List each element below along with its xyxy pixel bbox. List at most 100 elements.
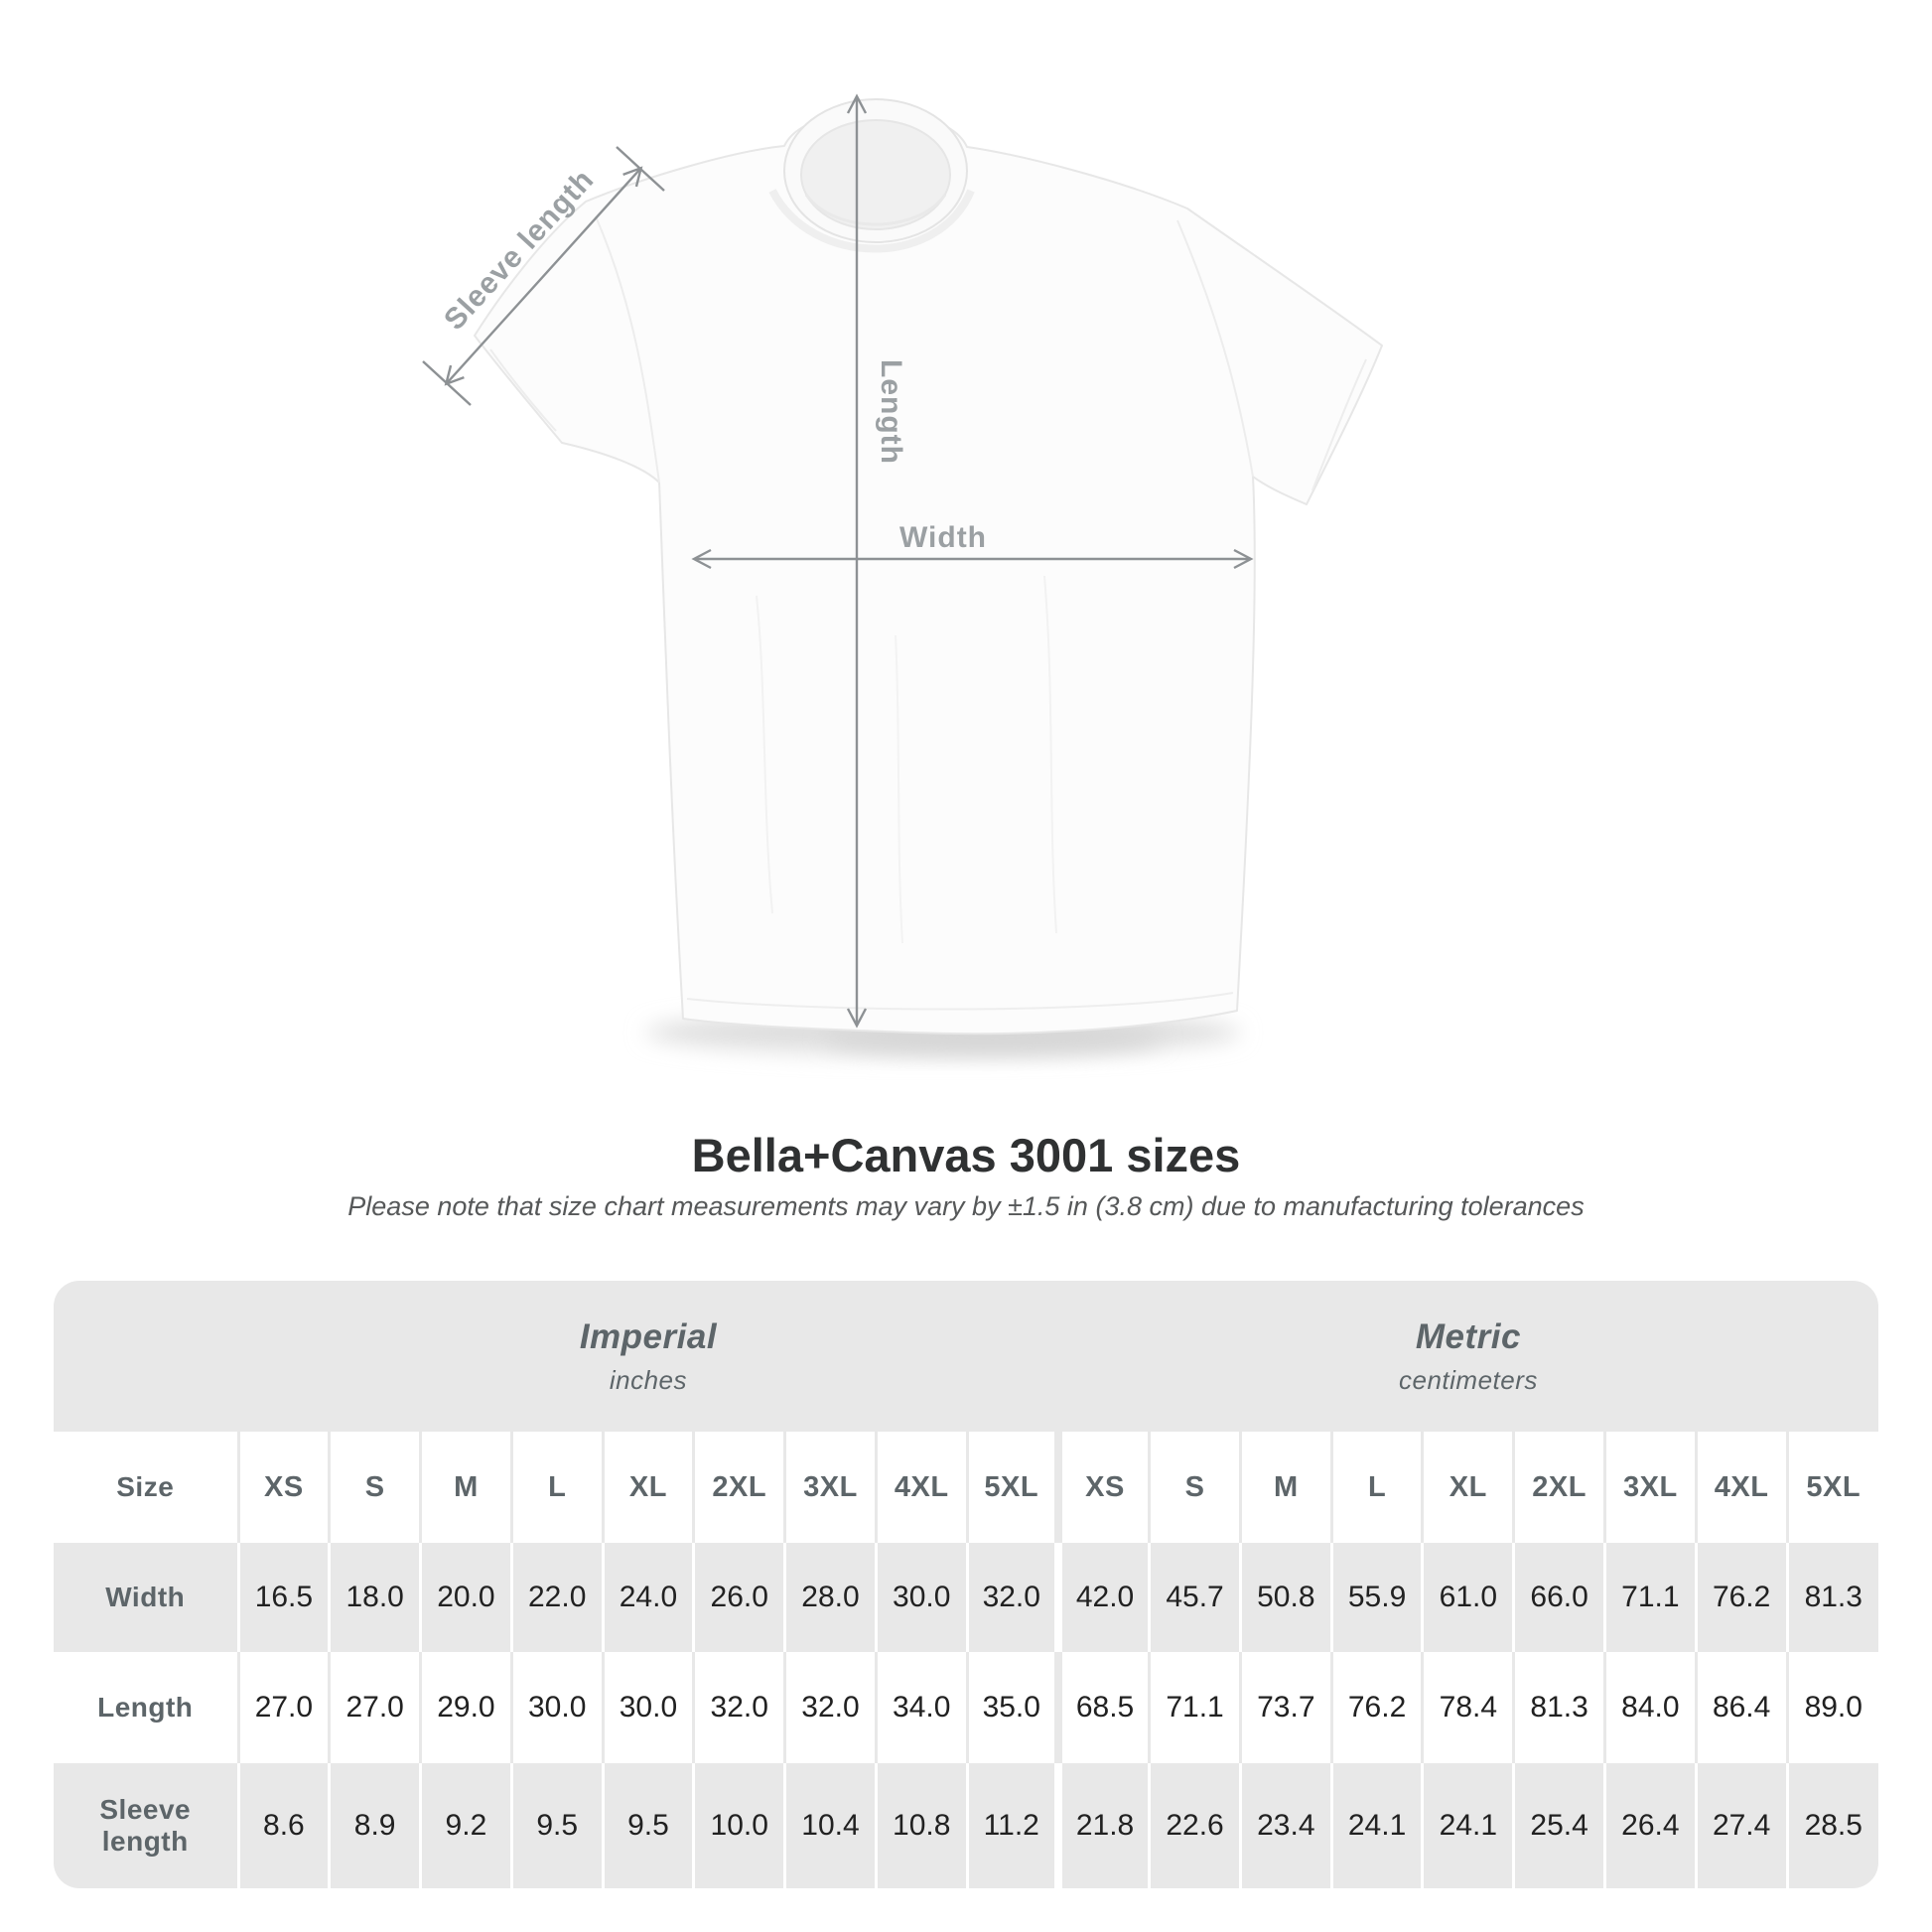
- size-header-imperial-m: M: [419, 1432, 512, 1543]
- value-sleeve-length-imperial-4xl: 10.8: [874, 1763, 968, 1888]
- value-width-metric-5xl: 81.3: [1785, 1543, 1878, 1652]
- measurement-row-sleeve-length: Sleeve length 8.6 8.9 9.2 9.5 9.5 10.0 10.4 10.8…: [54, 1763, 1878, 1888]
- value-width-imperial-3xl: 28.0: [783, 1543, 877, 1652]
- value-length-metric-xs: 68.5: [1053, 1652, 1150, 1763]
- value-sleeve-length-metric-2xl: 25.4: [1512, 1763, 1605, 1888]
- value-sleeve-length-metric-3xl: 26.4: [1602, 1763, 1697, 1888]
- width-annotation: Width: [691, 521, 1254, 570]
- measurement-row-width: Width 16.5 18.0 20.0 22.0 24.0 26.0 28.0 30.0 32.…: [54, 1543, 1878, 1652]
- value-length-imperial-s: 27.0: [328, 1652, 421, 1763]
- value-width-imperial-xl: 24.0: [601, 1543, 694, 1652]
- value-sleeve-length-metric-s: 22.6: [1148, 1763, 1241, 1888]
- value-width-metric-xs: 42.0: [1053, 1543, 1150, 1652]
- value-sleeve-length-imperial-5xl: 11.2: [965, 1763, 1058, 1888]
- value-sleeve-length-imperial-xl: 9.5: [601, 1763, 694, 1888]
- size-header-imperial-4xl: 4XL: [874, 1432, 968, 1543]
- unit-group-spacer: [54, 1281, 238, 1432]
- unit-group-row: Imperial inches Metric centimeters: [54, 1281, 1878, 1432]
- page-title: Bella+Canvas 3001 sizes: [691, 1129, 1241, 1181]
- value-width-imperial-4xl: 30.0: [874, 1543, 968, 1652]
- row-label-sleeve-length: Sleeve length: [54, 1763, 238, 1888]
- imperial-label: Imperial: [579, 1316, 718, 1356]
- sleeve-length-tick-top: [616, 146, 665, 192]
- value-width-metric-m: 50.8: [1238, 1543, 1332, 1652]
- value-width-imperial-m: 20.0: [419, 1543, 512, 1652]
- value-sleeve-length-metric-xs: 21.8: [1053, 1763, 1150, 1888]
- width-label: Width: [899, 521, 987, 554]
- value-sleeve-length-imperial-2xl: 10.0: [692, 1763, 785, 1888]
- value-sleeve-length-metric-5xl: 28.5: [1785, 1763, 1878, 1888]
- value-sleeve-length-imperial-s: 8.9: [328, 1763, 421, 1888]
- size-header-imperial-l: L: [509, 1432, 604, 1543]
- value-length-imperial-xl: 30.0: [601, 1652, 694, 1763]
- size-header-metric-2xl: 2XL: [1512, 1432, 1605, 1543]
- value-width-imperial-l: 22.0: [509, 1543, 604, 1652]
- value-length-imperial-2xl: 32.0: [692, 1652, 785, 1763]
- size-header-row: Size XS S M L XL 2XL 3XL 4XL 5XL XS S M L XL 2XL 3XL 4XL…: [54, 1432, 1878, 1543]
- sleeve-length-arrow: [444, 166, 643, 386]
- value-length-imperial-xs: 27.0: [236, 1652, 330, 1763]
- imperial-group-header: Imperial inches: [238, 1281, 1058, 1432]
- measurement-row-length: Length 27.0 27.0 29.0 30.0 30.0 32.0 32.0 34.0 35…: [54, 1652, 1878, 1763]
- size-header-metric-4xl: 4XL: [1694, 1432, 1788, 1543]
- value-length-metric-xl: 78.4: [1421, 1652, 1514, 1763]
- metric-label: Metric: [1415, 1316, 1521, 1356]
- row-label-width: Width: [54, 1543, 238, 1652]
- value-width-metric-xl: 61.0: [1421, 1543, 1514, 1652]
- value-width-metric-4xl: 76.2: [1694, 1543, 1788, 1652]
- value-length-imperial-l: 30.0: [509, 1652, 604, 1763]
- value-length-metric-4xl: 86.4: [1694, 1652, 1788, 1763]
- size-header-imperial-xs: XS: [236, 1432, 330, 1543]
- size-header-metric-5xl: 5XL: [1785, 1432, 1878, 1543]
- size-header-metric-l: L: [1329, 1432, 1423, 1543]
- size-column-header: Size: [54, 1432, 238, 1543]
- size-header-imperial-3xl: 3XL: [783, 1432, 877, 1543]
- value-length-metric-s: 71.1: [1148, 1652, 1241, 1763]
- value-width-metric-3xl: 71.1: [1602, 1543, 1697, 1652]
- value-width-metric-s: 45.7: [1148, 1543, 1241, 1652]
- value-sleeve-length-imperial-m: 9.2: [419, 1763, 512, 1888]
- value-length-imperial-4xl: 34.0: [874, 1652, 968, 1763]
- size-header-metric-3xl: 3XL: [1602, 1432, 1697, 1543]
- tshirt-diagram: Sleeve length Length Width: [422, 93, 1383, 1054]
- value-width-metric-l: 55.9: [1329, 1543, 1423, 1652]
- value-sleeve-length-metric-l: 24.1: [1329, 1763, 1423, 1888]
- tshirt-graphic: [474, 98, 1383, 1035]
- value-length-imperial-3xl: 32.0: [783, 1652, 877, 1763]
- page-subtitle: Please note that size chart measurements…: [347, 1191, 1585, 1221]
- value-sleeve-length-imperial-3xl: 10.4: [783, 1763, 877, 1888]
- value-width-imperial-xs: 16.5: [236, 1543, 330, 1652]
- size-table-grid: Imperial inches Metric centimeters Size …: [54, 1281, 1878, 1888]
- size-header-metric-xl: XL: [1421, 1432, 1514, 1543]
- tshirt-collar: [768, 98, 975, 253]
- value-sleeve-length-metric-xl: 24.1: [1421, 1763, 1514, 1888]
- size-table: Imperial inches Metric centimeters Size …: [54, 1281, 1878, 1888]
- value-width-imperial-2xl: 26.0: [692, 1543, 785, 1652]
- value-width-imperial-5xl: 32.0: [965, 1543, 1058, 1652]
- value-length-metric-l: 76.2: [1329, 1652, 1423, 1763]
- value-length-metric-m: 73.7: [1238, 1652, 1332, 1763]
- size-header-metric-m: M: [1238, 1432, 1332, 1543]
- size-header-imperial-xl: XL: [601, 1432, 694, 1543]
- metric-unit: centimeters: [1399, 1364, 1538, 1395]
- value-length-metric-5xl: 89.0: [1785, 1652, 1878, 1763]
- value-length-metric-2xl: 81.3: [1512, 1652, 1605, 1763]
- value-sleeve-length-metric-m: 23.4: [1238, 1763, 1332, 1888]
- size-header-imperial-5xl: 5XL: [965, 1432, 1058, 1543]
- size-header-metric-xs: XS: [1053, 1432, 1150, 1543]
- tshirt-body: [474, 109, 1383, 1035]
- value-width-imperial-s: 18.0: [328, 1543, 421, 1652]
- value-sleeve-length-imperial-xs: 8.6: [236, 1763, 330, 1888]
- value-width-metric-2xl: 66.0: [1512, 1543, 1605, 1652]
- value-length-imperial-5xl: 35.0: [965, 1652, 1058, 1763]
- sleeve-length-tick-bottom: [422, 360, 472, 406]
- value-length-metric-3xl: 84.0: [1602, 1652, 1697, 1763]
- value-length-imperial-m: 29.0: [419, 1652, 512, 1763]
- size-header-imperial-2xl: 2XL: [692, 1432, 785, 1543]
- value-sleeve-length-imperial-l: 9.5: [509, 1763, 604, 1888]
- row-label-length: Length: [54, 1652, 238, 1763]
- size-header-metric-s: S: [1148, 1432, 1241, 1543]
- imperial-unit: inches: [609, 1364, 688, 1395]
- value-sleeve-length-metric-4xl: 27.4: [1694, 1763, 1788, 1888]
